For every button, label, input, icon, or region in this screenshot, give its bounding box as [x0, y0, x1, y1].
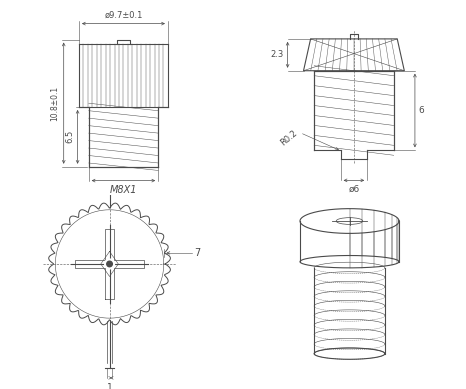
Text: M8X1: M8X1 — [110, 185, 137, 195]
Text: 6.5: 6.5 — [66, 130, 75, 144]
Text: R0.2: R0.2 — [279, 128, 299, 147]
Circle shape — [105, 259, 115, 269]
Circle shape — [107, 261, 112, 267]
Text: 10.8±0.1: 10.8±0.1 — [50, 86, 59, 121]
Text: 7: 7 — [194, 248, 200, 258]
Text: ø9.7±0.1: ø9.7±0.1 — [104, 11, 143, 20]
Text: 2.3: 2.3 — [271, 50, 284, 59]
Text: 6: 6 — [418, 106, 424, 115]
Circle shape — [107, 261, 112, 267]
Text: ø6: ø6 — [348, 185, 360, 194]
Text: 1: 1 — [107, 384, 112, 389]
